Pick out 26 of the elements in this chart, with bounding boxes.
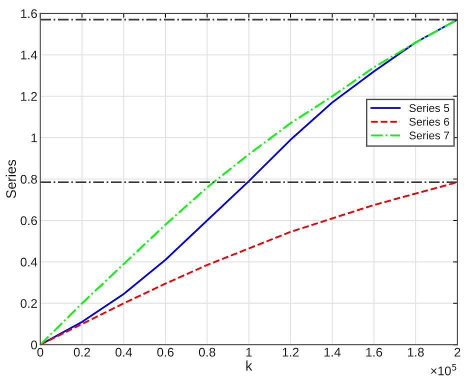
x-tick-label: 1.6	[366, 348, 382, 357]
x-tick-label: 1.4	[324, 348, 341, 357]
x-tick-label: 1	[246, 348, 252, 357]
x-tick-label: 2	[454, 348, 460, 357]
x-tick-label: 0.6	[157, 348, 174, 357]
legend-label: Series 5	[409, 104, 450, 112]
x-tick-label: 1.8	[408, 348, 424, 357]
y-tick-label: 1.4	[21, 50, 38, 60]
x-tick-label: 0.4	[116, 348, 132, 357]
y-tick-label: 0.4	[20, 258, 38, 267]
legend-label: Series 7	[409, 131, 450, 140]
y-tick-label: 1	[32, 134, 37, 142]
y-tick-label: 0.8	[20, 174, 37, 184]
x-axis-title: k	[246, 360, 252, 371]
y-tick-label: 0	[31, 340, 38, 350]
text: ×10$^{5}$	[431, 364, 456, 376]
y-tick-label: 0.2	[20, 299, 37, 308]
y-tick-label: 1.6	[21, 9, 37, 18]
x-tick-label: 0.8	[198, 348, 216, 357]
x-tick-label: 0	[37, 348, 44, 357]
y-tick-label: 0.6	[20, 216, 37, 226]
x-tick-label: 0.2	[74, 348, 90, 357]
y-tick-label: 1.2	[21, 92, 37, 101]
y-axis-title: Series	[6, 160, 16, 198]
x-tick-label: 1.2	[282, 348, 299, 357]
legend-label: Series 6	[409, 118, 450, 126]
